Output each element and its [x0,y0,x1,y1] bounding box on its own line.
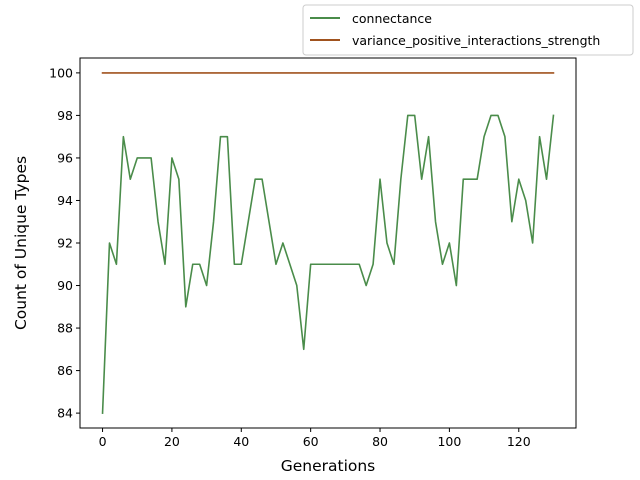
y-tick-label: 92 [57,236,73,251]
y-tick-label: 88 [57,321,73,336]
legend: connectance variance_positive_interactio… [302,4,634,56]
x-tick-label: 0 [99,434,107,449]
legend-label-connectance: connectance [352,11,432,26]
y-tick-label: 94 [57,193,73,208]
x-tick-label: 40 [233,434,249,449]
y-axis: 84 86 88 90 92 94 96 98 100 [49,65,80,421]
x-tick-label: 80 [372,434,388,449]
legend-label-variance: variance_positive_interactions_strength [352,33,600,48]
x-tick-label: 100 [437,434,461,449]
x-axis: 0 20 40 60 80 100 120 [99,428,531,449]
y-tick-label: 98 [57,108,73,123]
y-axis-label: Count of Unique Types [12,156,30,330]
y-tick-label: 100 [49,65,73,80]
y-tick-label: 86 [57,363,73,378]
plot-area [79,57,577,429]
x-tick-label: 20 [164,434,180,449]
x-tick-label: 60 [303,434,319,449]
series-line-connectance [101,114,555,414]
series-layer [101,72,555,414]
legend-box [302,4,634,56]
y-tick-label: 84 [57,406,73,421]
x-tick-label: 120 [507,434,531,449]
plot-frame [79,57,577,429]
x-axis-label: Generations [281,457,376,475]
y-tick-label: 96 [57,150,73,165]
y-tick-label: 90 [57,278,73,293]
